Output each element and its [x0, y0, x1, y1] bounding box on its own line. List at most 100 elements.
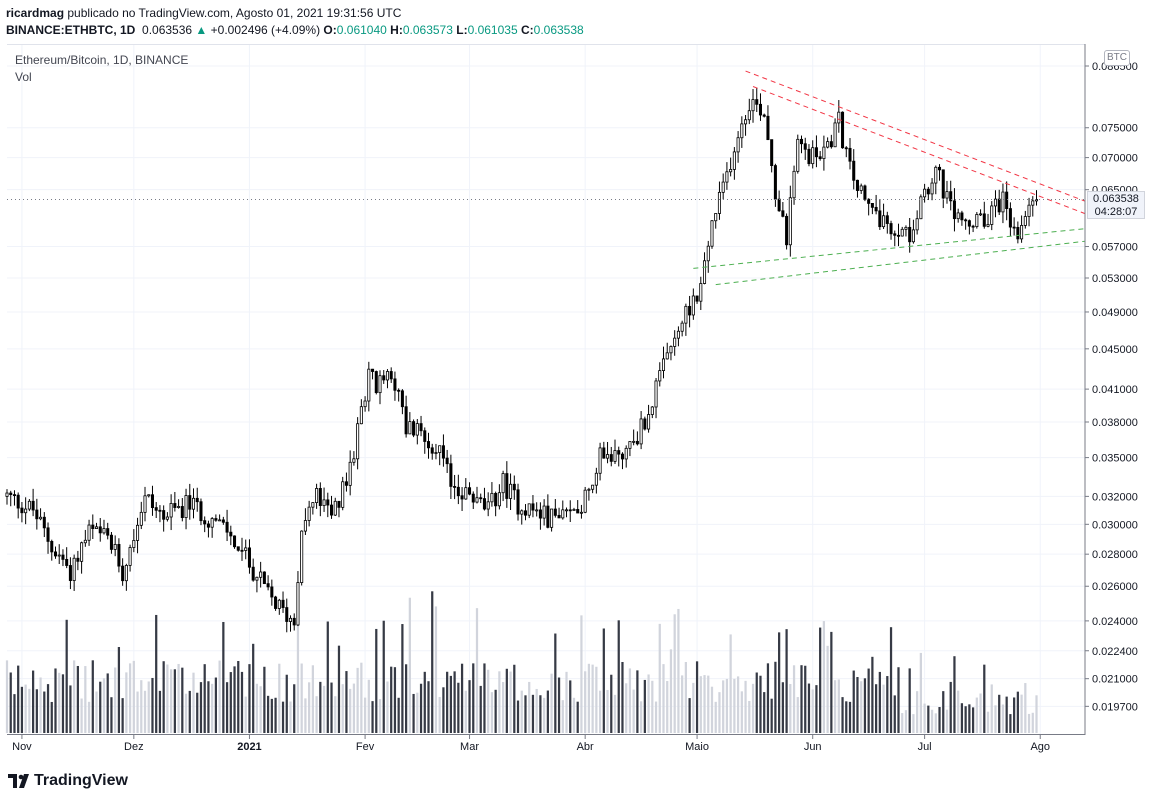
candle-body — [885, 215, 889, 224]
candle-body — [1001, 191, 1005, 213]
candle-body — [758, 103, 763, 116]
candle-body — [878, 210, 882, 228]
volume-bar — [819, 627, 822, 733]
volume-bar — [636, 670, 639, 733]
volume-bar — [666, 681, 669, 733]
candle-body — [128, 547, 132, 566]
volume-bar — [278, 663, 281, 733]
last-price-tag: 0.063538 04:28:07 — [1087, 191, 1145, 219]
x-tick-label: 2021 — [237, 741, 261, 753]
candle-body — [852, 160, 856, 181]
volume-bar — [20, 686, 24, 733]
candle-body — [781, 210, 785, 217]
candle-body — [807, 148, 811, 165]
candle-body — [27, 500, 31, 510]
candle-body — [930, 182, 934, 195]
volume-bar — [28, 688, 31, 733]
candle-body — [923, 188, 927, 198]
volume-bar — [543, 697, 546, 733]
candle-body — [829, 141, 833, 148]
volume-bar — [393, 667, 397, 733]
volume-bar — [334, 696, 337, 733]
volume-bar — [397, 697, 400, 733]
candle-body — [266, 583, 270, 588]
candle-body — [814, 147, 818, 158]
publisher-name[interactable]: ricardmag — [6, 6, 65, 20]
volume-bar — [953, 656, 956, 733]
candle-body — [430, 447, 434, 454]
volume-bar — [475, 608, 479, 733]
y-tick-label: 0.030000 — [1092, 519, 1138, 531]
candle-body — [755, 99, 759, 105]
candle-body — [911, 229, 915, 243]
volume-bar — [498, 671, 501, 733]
candle-body — [505, 473, 509, 499]
candle-body — [952, 200, 956, 220]
candle-body — [818, 156, 822, 159]
candle-body — [986, 224, 990, 227]
volume-bar — [345, 671, 348, 733]
candle-body — [990, 205, 994, 225]
volume-bar — [557, 677, 561, 733]
volume-bar — [65, 619, 68, 733]
volume-bar — [833, 680, 837, 733]
candle-body — [833, 122, 837, 148]
candle-body — [542, 505, 546, 519]
up-triangle-icon: ▲ — [195, 23, 208, 37]
ohlc-row: BINANCE:ETHBTC, 1D 0.063536 ▲ +0.002496 … — [6, 22, 584, 38]
volume-bar — [651, 680, 654, 733]
volume-bar — [419, 683, 423, 733]
candle-body — [669, 346, 673, 354]
volume-bar — [908, 668, 911, 733]
volume-bar — [501, 682, 505, 733]
tradingview-logo[interactable]: TradingView — [8, 772, 128, 790]
volume-bar — [1031, 712, 1034, 733]
close-label: C: — [520, 23, 534, 37]
candle-body — [441, 445, 445, 459]
candle-body — [714, 213, 718, 222]
currency-badge[interactable]: BTC — [1104, 50, 1130, 66]
candle-body — [188, 495, 192, 510]
candle-body — [397, 389, 401, 392]
candle-body — [359, 406, 363, 425]
candle-body — [606, 454, 610, 459]
volume-bar — [852, 670, 855, 733]
volume-bar — [516, 700, 520, 733]
candle-body — [893, 233, 897, 236]
volume-bar — [792, 665, 796, 733]
volume-bar — [994, 705, 997, 733]
volume-bar — [308, 682, 311, 733]
volume-bar — [151, 677, 154, 733]
candle-body — [296, 582, 300, 626]
volume-bar — [341, 684, 344, 733]
candle-body — [206, 523, 210, 528]
candle-body — [938, 166, 942, 171]
volume-bar — [35, 689, 38, 733]
volume-bar — [789, 684, 792, 733]
volume-bar — [871, 656, 874, 733]
candle-body — [747, 110, 751, 121]
x-tick-label: Maio — [685, 741, 709, 753]
candle-body — [434, 452, 438, 454]
candle-body — [859, 185, 863, 191]
candle-body — [941, 169, 945, 199]
candle-body — [979, 213, 983, 216]
last-price-tag-countdown: 04:28:07 — [1094, 206, 1138, 218]
volume-bar — [964, 706, 967, 733]
candle-body — [438, 445, 442, 453]
volume-bar — [252, 643, 255, 733]
volume-bar — [382, 620, 385, 733]
candle-body — [367, 368, 371, 402]
volume-bar — [87, 701, 91, 733]
volume-bar — [61, 674, 65, 733]
volume-bar — [479, 685, 482, 733]
volume-bar — [114, 667, 117, 733]
volume-bar — [166, 664, 169, 733]
volume-bar — [203, 664, 206, 733]
volume-bar — [923, 703, 926, 733]
candle-body — [102, 528, 106, 534]
volume-bar — [897, 667, 900, 733]
candle-body — [777, 198, 781, 212]
volume-bar — [826, 645, 829, 733]
